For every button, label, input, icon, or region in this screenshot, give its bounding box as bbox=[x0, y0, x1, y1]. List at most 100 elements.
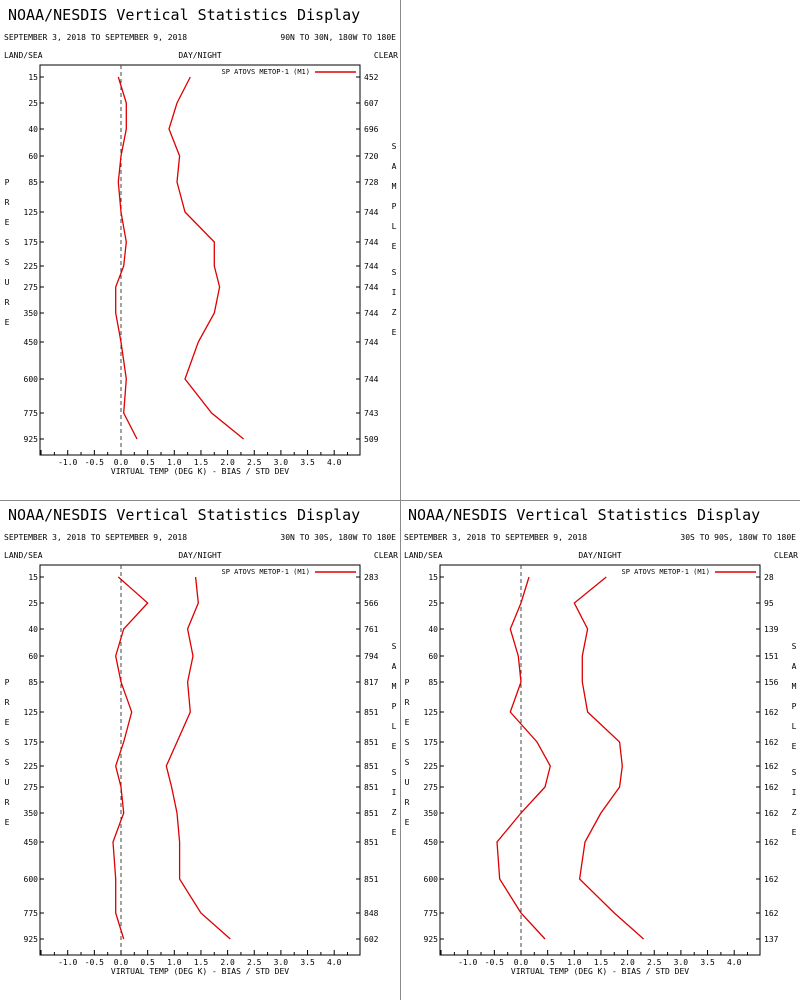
sample-size-label: 162 bbox=[764, 762, 779, 771]
pressure-axis-title-letter: E bbox=[5, 718, 10, 727]
x-tick-label: 2.5 bbox=[247, 458, 262, 467]
x-tick-label: -1.0 bbox=[458, 958, 477, 967]
sample-size-label: 744 bbox=[364, 283, 379, 292]
pressure-level-label: 925 bbox=[24, 935, 39, 944]
region-label: 90N TO 30N, 180W TO 180E bbox=[280, 33, 396, 42]
pressure-level-label: 40 bbox=[28, 625, 38, 634]
pressure-axis-title-letter: P bbox=[5, 678, 10, 687]
pressure-level-label: 600 bbox=[24, 375, 39, 384]
size-axis-title-letter: Z bbox=[392, 808, 397, 817]
size-axis-title-letter: S bbox=[392, 268, 397, 277]
x-tick-label: 2.5 bbox=[647, 958, 662, 967]
x-tick-label: 2.0 bbox=[620, 958, 635, 967]
x-tick-label: 4.0 bbox=[327, 458, 342, 467]
sample-size-label: 851 bbox=[364, 875, 379, 884]
sample-size-label: 566 bbox=[364, 599, 379, 608]
size-axis-title-letter: S bbox=[392, 768, 397, 777]
pressure-level-label: 15 bbox=[428, 573, 438, 582]
pressure-level-label: 925 bbox=[24, 435, 39, 444]
x-tick-label: 2.5 bbox=[247, 958, 262, 967]
x-tick-label: 0.0 bbox=[114, 458, 129, 467]
size-axis-title-letter: S bbox=[792, 768, 797, 777]
sample-axis-title-letter: E bbox=[792, 742, 797, 751]
sample-axis-title-letter: M bbox=[392, 182, 397, 191]
std-dev-series-line bbox=[573, 576, 645, 940]
pressure-level-label: 25 bbox=[428, 599, 438, 608]
pressure-level-label: 775 bbox=[24, 409, 39, 418]
bias-series-line bbox=[496, 576, 551, 940]
sample-size-label: 283 bbox=[364, 573, 379, 582]
pressure-level-label: 85 bbox=[28, 678, 38, 687]
legend: SP ATOVS METOP-1 (M1) bbox=[221, 68, 356, 76]
sample-size-label: 509 bbox=[364, 435, 379, 444]
sample-size-label: 851 bbox=[364, 708, 379, 717]
pressure-axis-title-letter: R bbox=[405, 698, 410, 707]
sample-size-label: 744 bbox=[364, 309, 379, 318]
pressure-level-label: 600 bbox=[24, 875, 39, 884]
x-tick-label: 3.5 bbox=[300, 458, 315, 467]
sample-size-label: 137 bbox=[764, 935, 779, 944]
sample-size-label: 162 bbox=[764, 909, 779, 918]
x-tick-label: 4.0 bbox=[327, 958, 342, 967]
x-tick-label: 1.5 bbox=[594, 958, 609, 967]
size-axis-title-letter: Z bbox=[792, 808, 797, 817]
sample-axis-title-letter: P bbox=[392, 202, 397, 211]
pressure-level-label: 775 bbox=[24, 909, 39, 918]
region-label: 30N TO 30S, 180W TO 180E bbox=[280, 533, 396, 542]
sample-axis-title-letter: E bbox=[392, 742, 397, 751]
pressure-level-label: 225 bbox=[24, 262, 39, 271]
pressure-axis-title-letter: S bbox=[5, 258, 10, 267]
panel-title: NOAA/NESDIS Vertical Statistics Display bbox=[8, 506, 360, 524]
pressure-level-label: 40 bbox=[28, 125, 38, 134]
sample-size-label: 162 bbox=[764, 738, 779, 747]
sample-size-label: 162 bbox=[764, 783, 779, 792]
date-range: SEPTEMBER 3, 2018 TO SEPTEMBER 9, 2018 bbox=[4, 33, 187, 42]
vertical-divider-top bbox=[400, 0, 401, 500]
bias-series-line bbox=[112, 576, 149, 940]
pressure-level-label: 275 bbox=[24, 283, 39, 292]
x-tick-label: -1.0 bbox=[58, 958, 77, 967]
pressure-level-label: 85 bbox=[428, 678, 438, 687]
pressure-level-label: 25 bbox=[28, 599, 38, 608]
pressure-level-label: 225 bbox=[424, 762, 439, 771]
sample-size-label: 761 bbox=[364, 625, 379, 634]
sample-size-label: 28 bbox=[764, 573, 774, 582]
sample-size-label: 95 bbox=[764, 599, 774, 608]
x-tick-label: 1.5 bbox=[194, 958, 209, 967]
sample-size-label: 139 bbox=[764, 625, 779, 634]
sample-size-label: 744 bbox=[364, 262, 379, 271]
sample-size-label: 744 bbox=[364, 238, 379, 247]
x-tick-label: 4.0 bbox=[727, 958, 742, 967]
x-tick-label: 0.5 bbox=[140, 458, 155, 467]
vertical-divider-bottom bbox=[400, 500, 401, 1000]
chart-panel-nh: NOAA/NESDIS Vertical Statistics Display S… bbox=[4, 6, 398, 476]
pressure-level-label: 60 bbox=[428, 652, 438, 661]
pressure-axis-title-letter: S bbox=[5, 238, 10, 247]
size-axis-title-letter: Z bbox=[392, 308, 397, 317]
sample-axis-title-letter: S bbox=[392, 642, 397, 651]
sample-size-label: 817 bbox=[364, 678, 379, 687]
size-axis-title-letter: I bbox=[392, 288, 397, 297]
region-label: 30S TO 90S, 180W TO 180E bbox=[680, 533, 796, 542]
x-tick-label: 3.0 bbox=[674, 958, 689, 967]
land-sea-label: LAND/SEA bbox=[4, 551, 43, 560]
size-axis-title-letter: I bbox=[392, 788, 397, 797]
plot-frame bbox=[439, 564, 761, 956]
sample-axis-title-letter: L bbox=[392, 722, 397, 731]
pressure-level-label: 275 bbox=[24, 783, 39, 792]
size-axis-title-letter: E bbox=[792, 828, 797, 837]
panel-title: NOAA/NESDIS Vertical Statistics Display bbox=[408, 506, 760, 524]
clear-label: CLEAR bbox=[374, 551, 398, 560]
sample-axis-title-letter: S bbox=[792, 642, 797, 651]
x-tick-label: -0.5 bbox=[485, 958, 504, 967]
x-tick-label: 0.0 bbox=[114, 958, 129, 967]
pressure-level-label: 225 bbox=[24, 762, 39, 771]
sample-size-label: 851 bbox=[364, 838, 379, 847]
plot-frame bbox=[39, 64, 361, 456]
sample-size-label: 728 bbox=[364, 178, 379, 187]
x-tick-label: 3.5 bbox=[300, 958, 315, 967]
day-night-label: DAY/NIGHT bbox=[178, 551, 222, 560]
x-tick-label: 0.0 bbox=[514, 958, 529, 967]
pressure-axis-title-letter: S bbox=[405, 738, 410, 747]
pressure-level-label: 25 bbox=[28, 99, 38, 108]
